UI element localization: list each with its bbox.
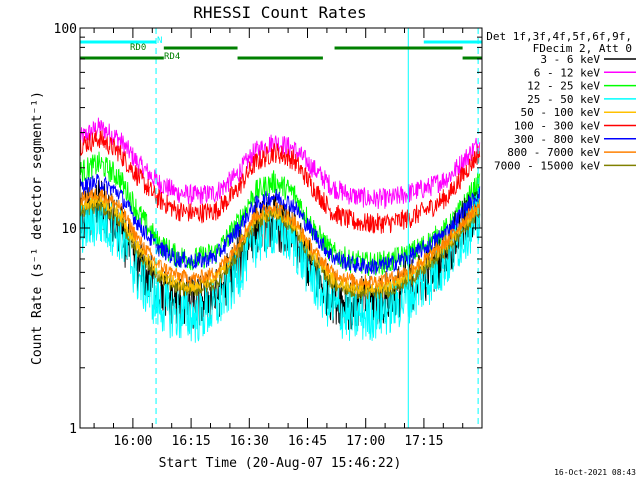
x-tick-label: 16:00 [113, 434, 152, 449]
series-line-25-50keV [79, 194, 481, 343]
legend-label: 7000 - 15000 keV [494, 159, 600, 172]
legend-label: 50 - 100 keV [521, 106, 601, 119]
y-axis-label: Count Rate (s⁻¹ detector segment⁻¹) [30, 91, 45, 365]
legend-label: 800 - 7000 keV [507, 146, 600, 159]
series-line-6-12keV [79, 117, 481, 210]
series-line-100-300keV [79, 130, 481, 235]
flag-label-RD4: RD4 [164, 52, 180, 62]
x-tick-label: 17:00 [346, 434, 385, 449]
x-tick-label: 16:45 [288, 434, 327, 449]
legend-label: 300 - 800 keV [514, 133, 600, 146]
flag-label-RD0: RD0 [130, 43, 146, 53]
y-tick-label: 10 [61, 222, 77, 237]
legend-label: 3 - 6 keV [540, 53, 600, 66]
x-axis-label: Start Time (20-Aug-07 15:46:22) [159, 456, 402, 471]
x-tick-label: 16:30 [230, 434, 269, 449]
y-tick-label: 1 [69, 422, 77, 437]
legend-label: 12 - 25 keV [527, 80, 600, 93]
series-line-800-7000keV [79, 188, 480, 289]
legend-label: 100 - 300 keV [514, 120, 600, 133]
legend-label: 25 - 50 keV [527, 93, 600, 106]
chart-title: RHESSI Count Rates [193, 3, 366, 22]
legend-label: 6 - 12 keV [534, 66, 601, 79]
x-tick-label: 17:15 [404, 434, 443, 449]
x-tick-label: 16:15 [172, 434, 211, 449]
series-line-300-800keV [79, 173, 481, 275]
flag-label-N: N [157, 36, 162, 46]
legend-header-line: Det 1f,3f,4f,5f,6f,9f, [486, 30, 632, 43]
legend-header-line: FDecim 2, Att 0 [533, 42, 632, 55]
y-tick-label: 100 [54, 22, 77, 37]
timestamp-label: 16-Oct-2021 08:43 [554, 468, 636, 477]
